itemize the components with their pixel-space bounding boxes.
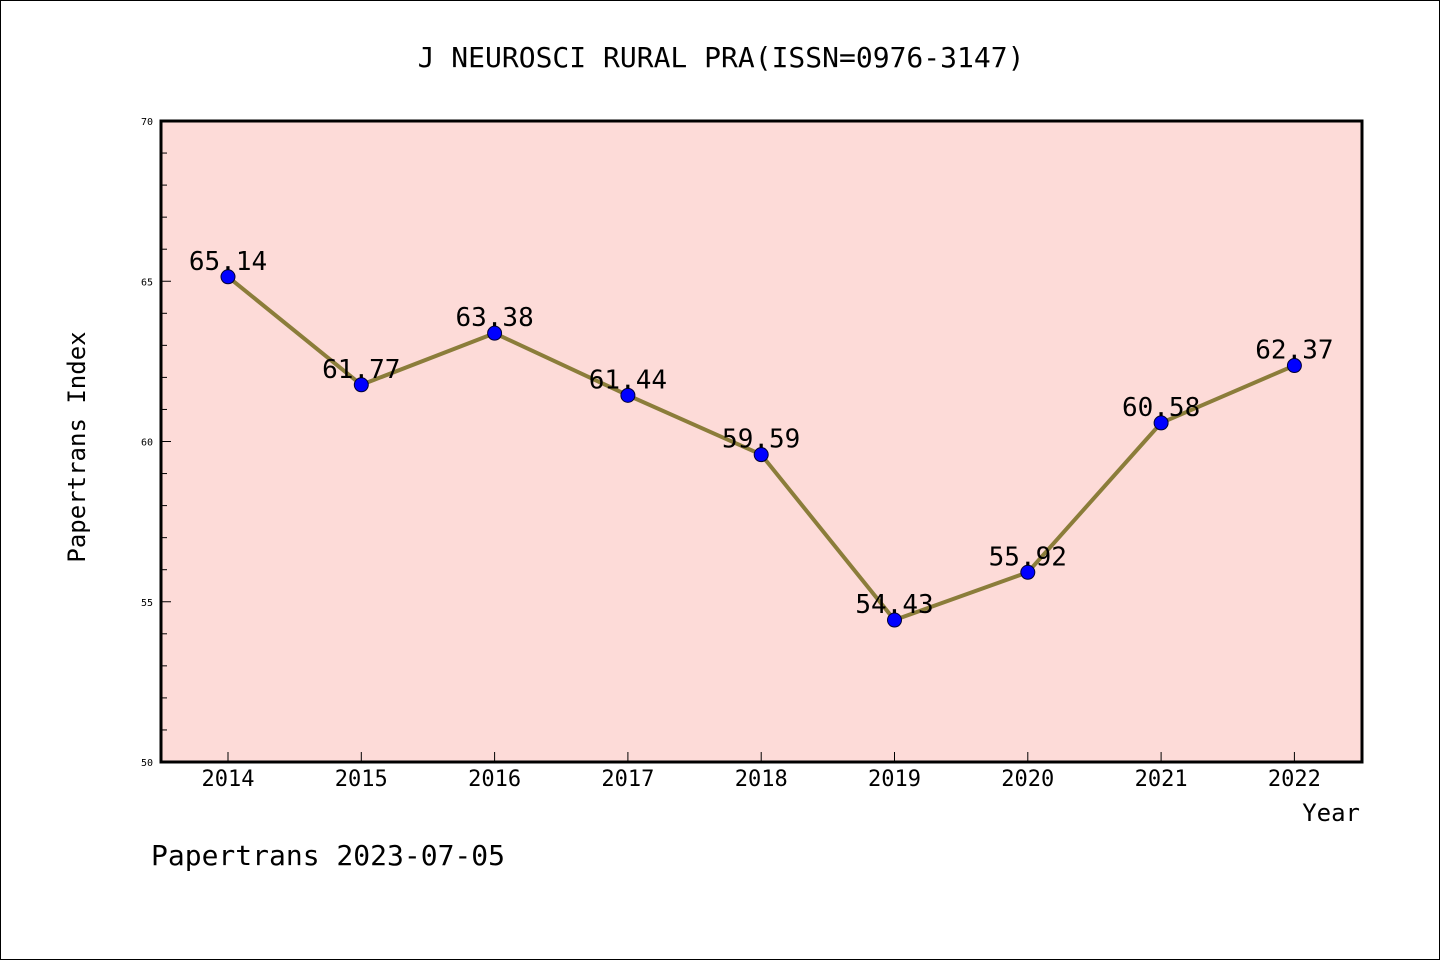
x-tick-label: 2019: [868, 767, 921, 792]
x-tick-label: 2016: [468, 767, 521, 792]
y-tick-label: 65: [141, 277, 153, 288]
data-markers: [220, 269, 1302, 628]
plot-border: [159, 119, 1364, 764]
data-point: [887, 612, 902, 628]
chart-title: J NEUROSCI RURAL PRA(ISSN=0976-3147): [418, 41, 1025, 74]
data-label: 62.37: [1255, 336, 1333, 366]
data-label: 63.38: [455, 303, 533, 333]
data-point: [1020, 564, 1036, 580]
data-point: [753, 447, 769, 463]
data-point: [487, 325, 503, 341]
x-tick-label: 2014: [202, 767, 255, 792]
x-axis-ticks: 2014 2015 2016 2017 2018 2019 2020 2021 2022: [202, 752, 1321, 792]
data-point: [353, 377, 369, 393]
data-point: [1153, 415, 1169, 431]
data-label: 61.77: [322, 355, 400, 385]
x-tick-label: 2018: [735, 767, 788, 792]
footer-text: Papertrans 2023-07-05: [151, 839, 505, 872]
data-label: 54.43: [855, 590, 933, 620]
data-point: [620, 387, 636, 403]
data-label: 55.92: [989, 542, 1067, 572]
data-label: 61.44: [589, 365, 667, 395]
x-tick-label: 2022: [1268, 767, 1321, 792]
x-tick-label: 2020: [1001, 767, 1054, 792]
data-labels: 65.14 61.77 63.38 61.44 59.59 54.43 55.92 60.58…: [189, 247, 1334, 620]
data-label: 60.58: [1122, 393, 1200, 423]
x-tick-label: 2015: [335, 767, 388, 792]
x-axis-label: Year: [1302, 799, 1360, 827]
data-point: [1286, 358, 1302, 374]
x-tick-label: 2021: [1135, 767, 1188, 792]
y-tick-label: 60: [141, 438, 153, 449]
data-point: [220, 269, 236, 285]
y-tick-label: 70: [141, 117, 153, 128]
data-label: 59.59: [722, 425, 800, 455]
x-tick-label: 2017: [601, 767, 654, 792]
data-label: 65.14: [189, 247, 267, 277]
plot-area: [161, 121, 1362, 762]
y-tick-label: 50: [141, 758, 153, 769]
y-tick-label: 55: [141, 598, 153, 609]
y-axis-label: Papertrans Index: [63, 331, 91, 562]
